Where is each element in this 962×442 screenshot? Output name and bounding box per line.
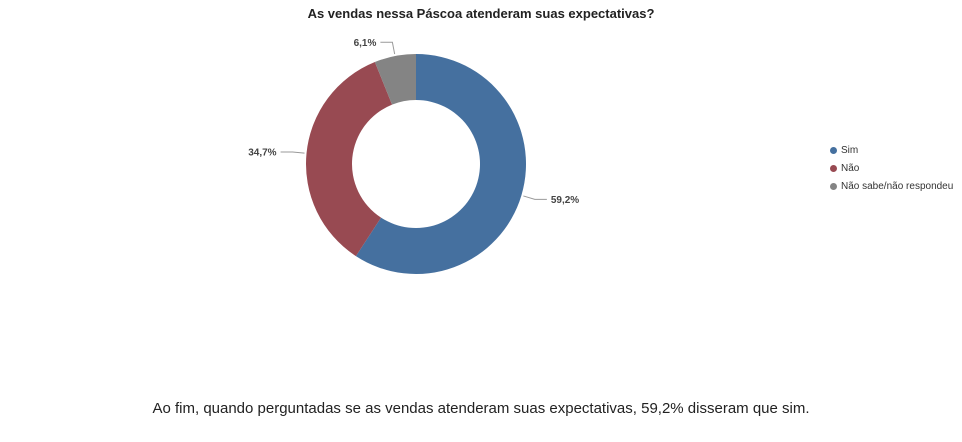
data-label-nao: 34,7% — [248, 147, 276, 158]
legend-item-nao[interactable]: Não — [830, 159, 953, 177]
donut-chart: 59,2% 34,7% 6,1% — [248, 38, 579, 274]
slice-nao-sabe[interactable] — [374, 54, 416, 105]
caption: Ao fim, quando perguntadas se as vendas … — [152, 400, 810, 417]
legend-label-sim: Sim — [841, 144, 859, 156]
leader-line — [380, 41, 396, 55]
data-label-nao-sabe: 6,1% — [354, 38, 377, 49]
legend-label-nao-sabe: Não sabe/não respondeu — [841, 180, 954, 192]
legend-item-sim[interactable]: Sim — [830, 141, 953, 159]
slice-sim[interactable] — [355, 54, 526, 274]
legend-swatch-nao — [830, 164, 837, 172]
legend-swatch-sim — [830, 146, 837, 154]
leader-line — [523, 195, 547, 200]
legend-label-nao: Não — [841, 162, 860, 174]
leader-line — [280, 151, 305, 154]
data-label-sim: 59,2% — [551, 195, 579, 206]
legend-swatch-nao-sabe — [830, 182, 837, 190]
legend-item-nao-sabe[interactable]: Não sabe/não respondeu — [830, 177, 953, 195]
chart-title: As vendas nessa Páscoa atenderam suas ex… — [307, 6, 655, 21]
slice-nao[interactable] — [306, 61, 393, 257]
legend: Sim Não Não sabe/não respondeu — [830, 141, 953, 195]
